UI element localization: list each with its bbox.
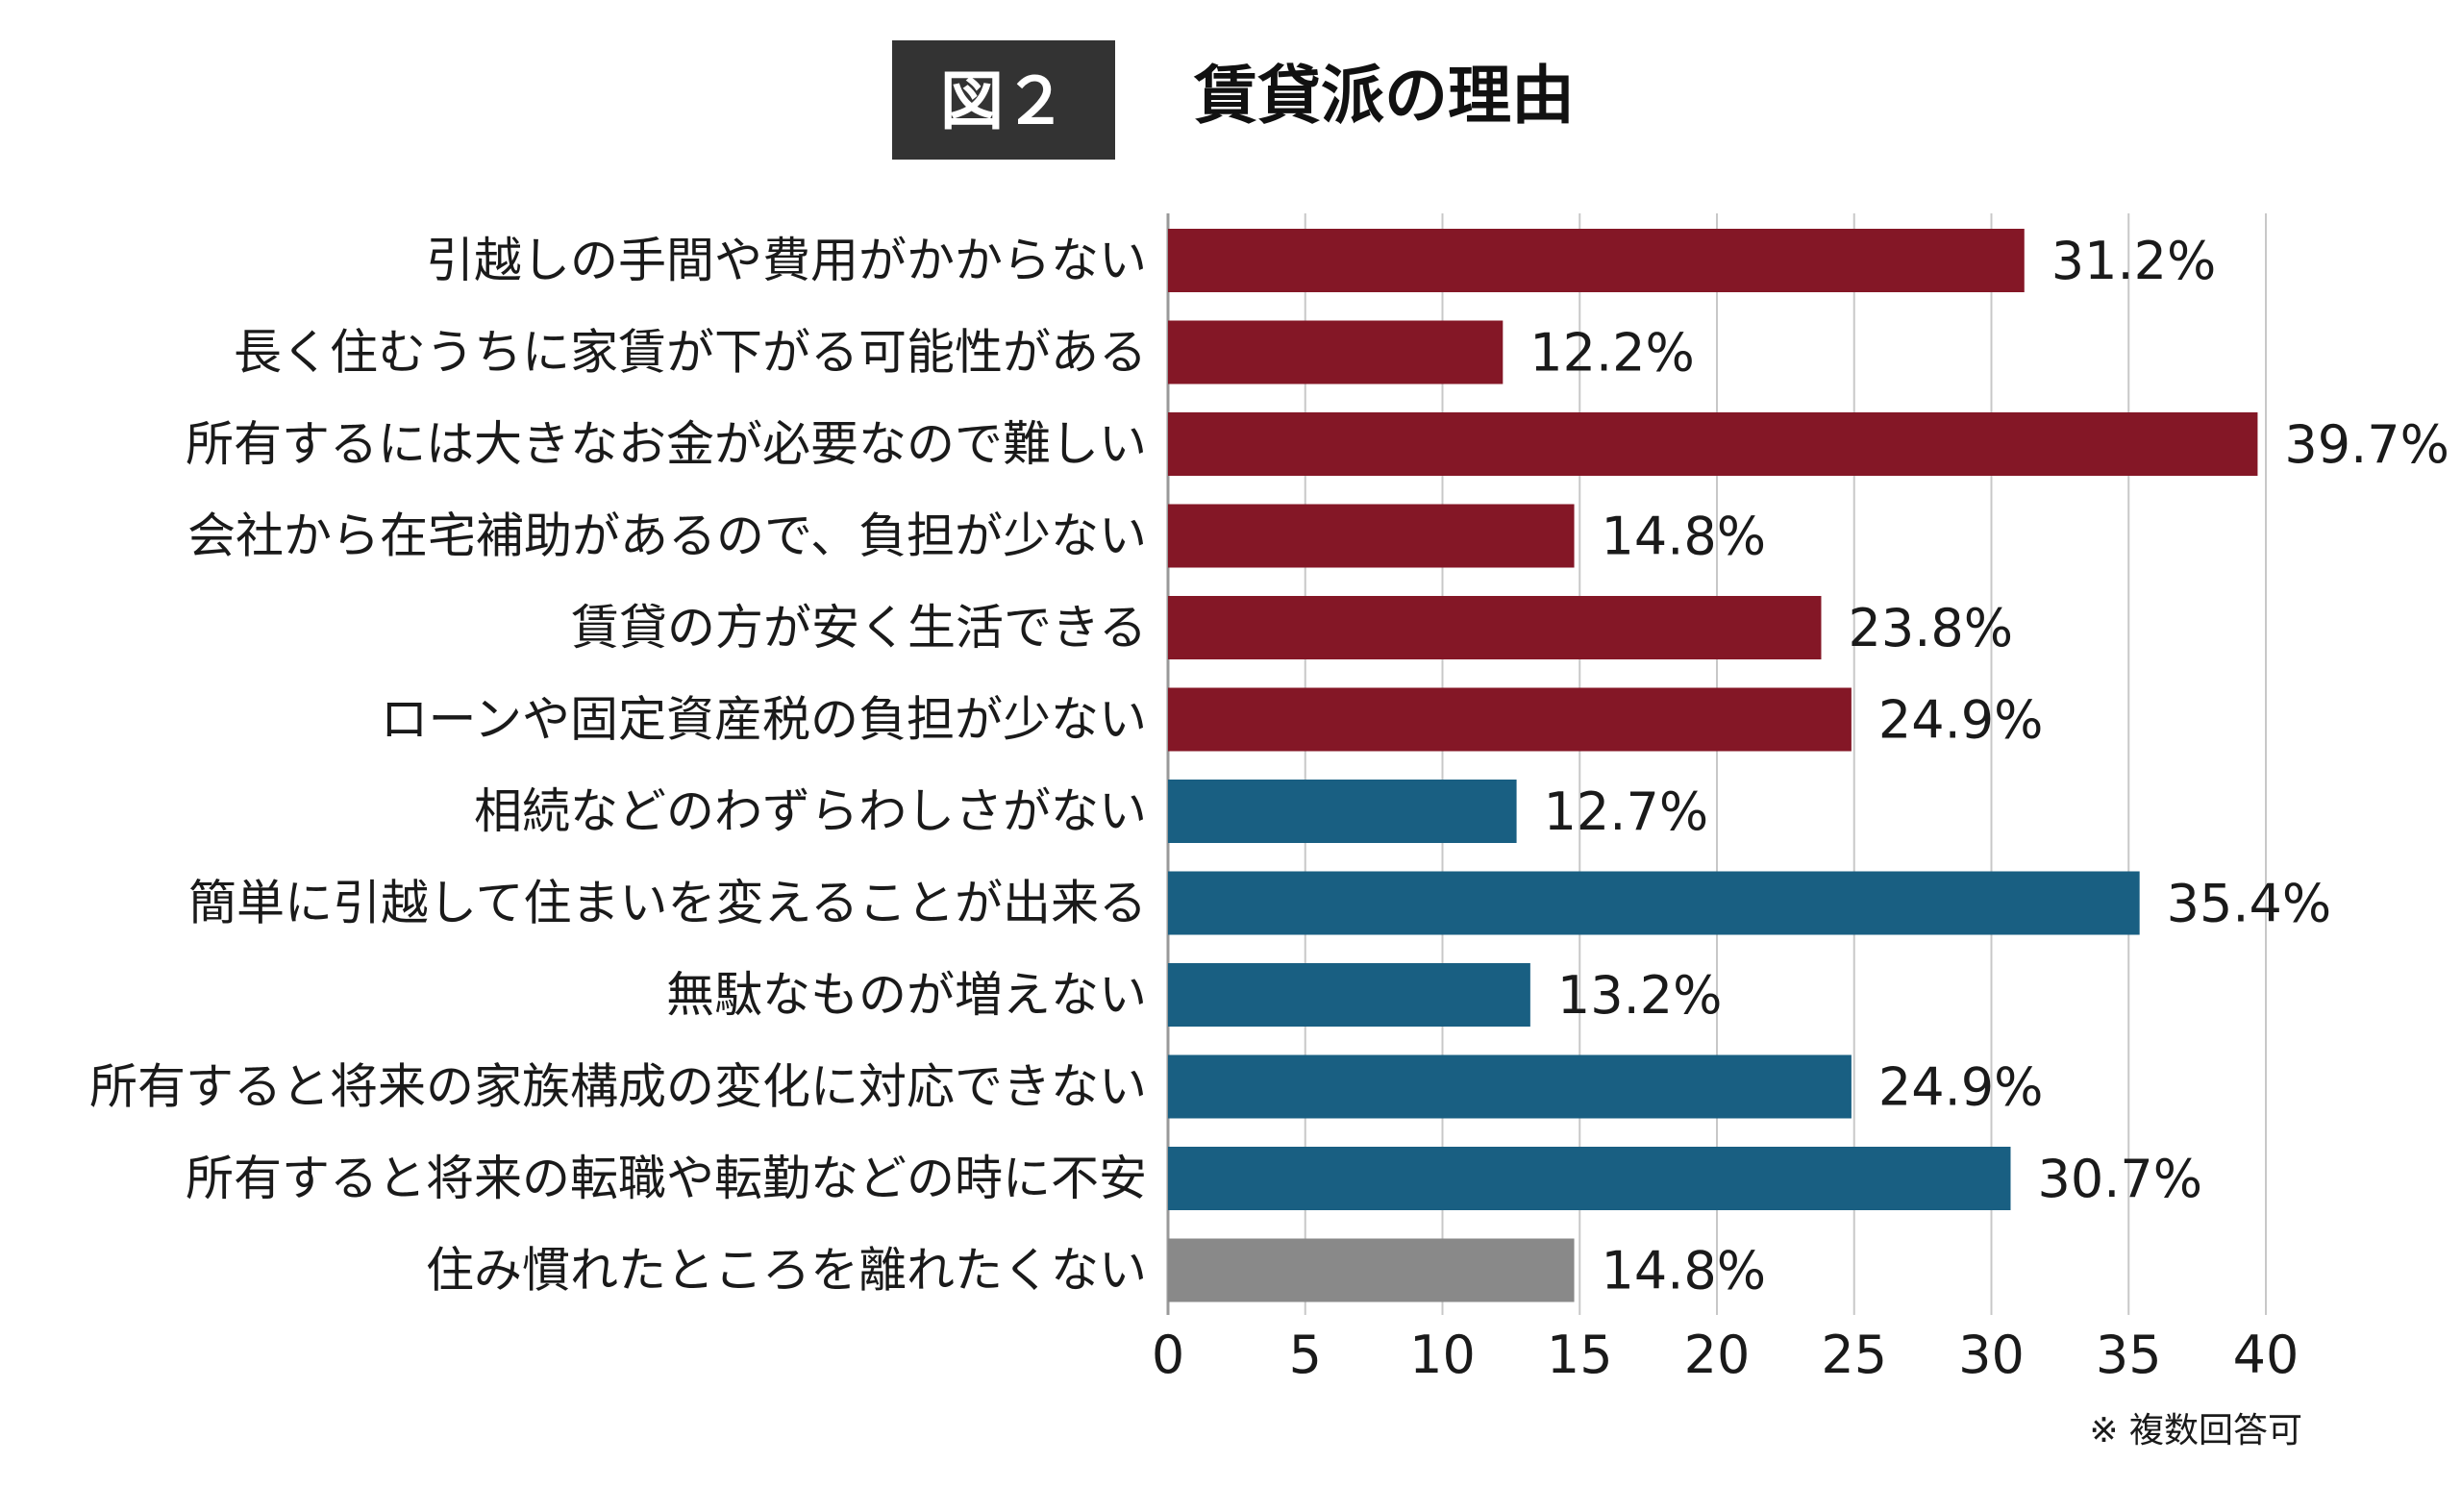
bar — [1168, 780, 1517, 843]
figure-label-box — [892, 40, 1115, 160]
value-label: 12.2% — [1529, 323, 1695, 384]
x-axis-tick-labels: 0 5 10 15 20 25 30 35 40 — [1152, 1325, 2299, 1385]
footnote: ※ 複数回答可 — [2089, 1411, 2302, 1450]
category-label: 所有すると将来の家族構成の変化に対応できない — [89, 1059, 1147, 1115]
value-label: 39.7% — [2284, 414, 2449, 475]
value-label: 13.2% — [1557, 965, 1723, 1026]
x-tick-label: 20 — [1684, 1325, 1751, 1385]
value-label: 14.8% — [1602, 507, 1767, 567]
chart-header: 図２ 賃貸派の理由 — [892, 40, 1575, 160]
x-tick-label: 30 — [1958, 1325, 2025, 1385]
bar — [1168, 412, 2258, 476]
bar — [1168, 1238, 1575, 1302]
category-label: 住み慣れたところを離れたくない — [426, 1243, 1147, 1299]
chart-title: 賃貸派の理由 — [1193, 59, 1575, 133]
category-label: 賃貸の方が安く生活できる — [571, 600, 1147, 656]
value-label: 31.2% — [2051, 231, 2217, 291]
value-label: 35.4% — [2167, 874, 2332, 934]
value-label: 14.8% — [1602, 1241, 1767, 1301]
category-label: 相続などのわずらわしさがない — [474, 783, 1147, 839]
value-label: 12.7% — [1544, 781, 1709, 842]
category-label: ローンや固定資産税の負担が少ない — [381, 692, 1148, 748]
bar — [1168, 963, 1530, 1027]
x-tick-label: 25 — [1821, 1325, 1887, 1385]
x-tick-label: 5 — [1289, 1325, 1322, 1385]
value-label: 30.7% — [2037, 1149, 2202, 1209]
figure-label: 図２ — [940, 64, 1067, 138]
bar — [1168, 229, 2025, 292]
grid-lines — [1166, 213, 2267, 1315]
bars — [1168, 229, 2258, 1302]
x-tick-label: 40 — [2233, 1325, 2299, 1385]
bar — [1168, 596, 1822, 659]
bar — [1168, 504, 1575, 568]
category-label: 無駄なものが増えない — [666, 967, 1147, 1023]
bar — [1168, 871, 2140, 935]
category-label: 所有するには大きなお金が必要なので難しい — [186, 416, 1147, 472]
value-labels: 31.2% 12.2% 39.7% 14.8% 23.8% 24.9% 12.7% 35.4%… — [1529, 231, 2449, 1301]
value-label: 24.9% — [1878, 1057, 2044, 1118]
category-labels: 引越しの手間や費用がかからない長く住むうちに家賃が下がる可能性がある所有するには… — [89, 233, 1147, 1299]
value-label: 23.8% — [1848, 598, 2013, 658]
bar — [1168, 687, 1852, 752]
value-label: 24.9% — [1878, 690, 2044, 751]
category-label: 引越しの手間や費用がかからない — [426, 233, 1147, 288]
category-label: 簡単に引越して住まいを変えることが出来る — [188, 876, 1147, 931]
category-label: 長く住むうちに家賃が下がる可能性がある — [234, 325, 1147, 381]
bar — [1168, 1054, 1852, 1119]
category-label: 会社から在宅補助があるので、負担が少ない — [187, 508, 1147, 564]
x-tick-label: 35 — [2096, 1325, 2162, 1385]
bar — [1168, 320, 1504, 384]
x-tick-label: 0 — [1152, 1325, 1184, 1385]
x-tick-label: 10 — [1409, 1325, 1476, 1385]
category-label: 所有すると将来の転職や転勤などの時に不安 — [186, 1151, 1147, 1206]
x-tick-label: 15 — [1547, 1325, 1613, 1385]
bar — [1168, 1147, 2011, 1210]
